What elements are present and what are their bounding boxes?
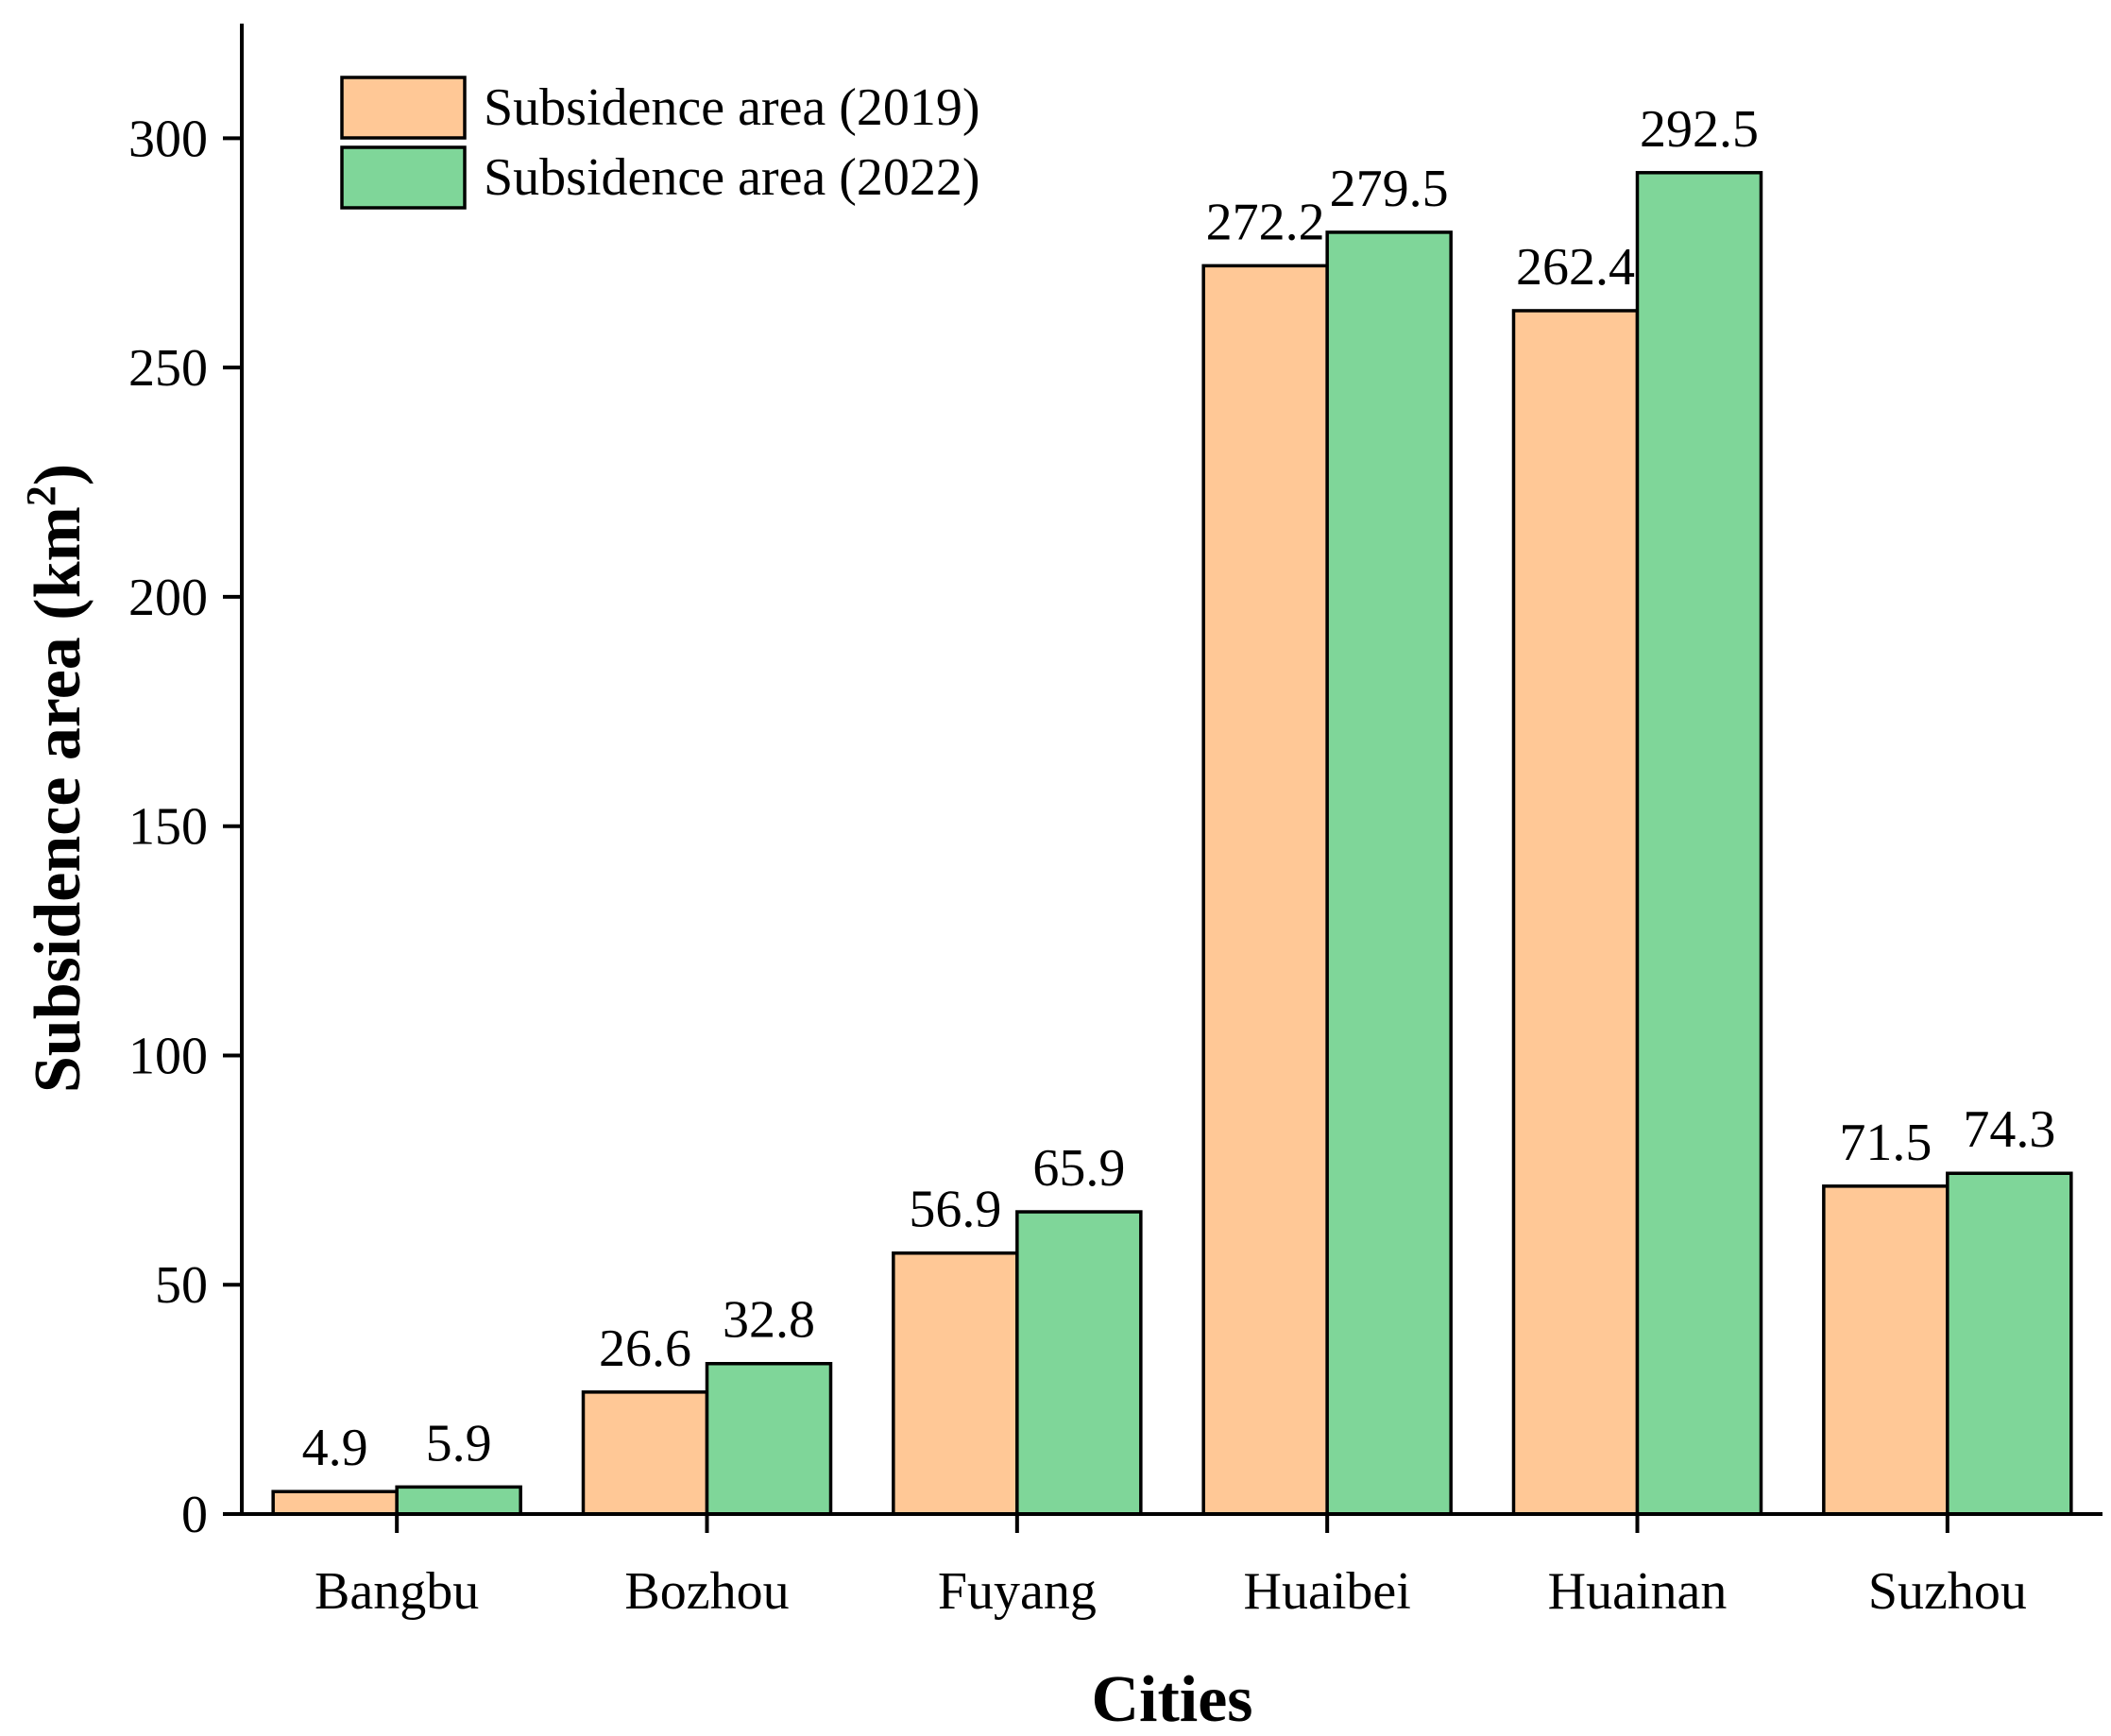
data-label-fuyang-2022: 65.9 (1032, 1139, 1125, 1198)
y-tick-label: 100 (128, 1027, 208, 1085)
data-label-huainan-2022: 292.5 (1640, 100, 1759, 159)
y-tick-label: 200 (128, 569, 208, 627)
y-tick-label: 50 (155, 1256, 208, 1315)
axes-layer (240, 24, 2102, 1516)
data-label-huaibei-2022: 279.5 (1330, 160, 1449, 218)
x-tick-label-fuyang: Fuyang (938, 1562, 1097, 1621)
data-label-bozhou-2022: 32.8 (723, 1291, 815, 1350)
bar-huainan-2019 (1511, 309, 1640, 1516)
y-tick-label: 250 (128, 339, 208, 398)
data-label-suzhou-2019: 71.5 (1839, 1114, 1932, 1172)
legend-label-2019: Subsidence area (2019) (484, 78, 980, 137)
legend: Subsidence area (2019) Subsidence area (2… (340, 76, 980, 210)
data-label-bangbu-2019: 4.9 (302, 1419, 368, 1477)
x-tick-label-bangbu: Bangbu (315, 1562, 479, 1621)
x-tick-label-suzhou: Suzhou (1868, 1562, 2027, 1621)
bar-bangbu-2019 (271, 1489, 399, 1516)
x-tick-label-huainan: Huainan (1548, 1562, 1728, 1621)
y-tick-label: 300 (128, 110, 208, 168)
data-label-bangbu-2022: 5.9 (426, 1414, 492, 1472)
legend-swatch-2022 (340, 145, 467, 210)
bar-bozhou-2022 (705, 1361, 833, 1516)
y-ticks-layer: 0 50 100 150 200 250 300 (128, 110, 242, 1544)
x-tick-label-bozhou: Bozhou (624, 1562, 789, 1621)
data-label-bozhou-2019: 26.6 (599, 1319, 691, 1378)
x-ticks-layer: Bangbu Bozhou Fuyang Huaibei Huainan Suzhou (315, 1514, 2027, 1621)
bar-huainan-2022 (1635, 171, 1763, 1516)
data-label-huaibei-2019: 272.2 (1206, 193, 1325, 251)
y-axis-title-superscript: 2 (18, 485, 64, 506)
legend-label-2022: Subsidence area (2022) (484, 148, 980, 207)
data-label-fuyang-2019: 56.9 (909, 1181, 1001, 1239)
legend-swatch-2019 (340, 76, 467, 140)
y-tick-label: 150 (128, 798, 208, 857)
data-label-suzhou-2022: 74.3 (1963, 1100, 2055, 1159)
data-label-huainan-2019: 262.4 (1516, 238, 1635, 297)
y-axis-title: Subsidence area (km2) (18, 464, 94, 1093)
y-axis-title-main: Subsidence area (km (22, 506, 94, 1093)
bar-bangbu-2022 (395, 1485, 522, 1516)
bar-huaibei-2022 (1325, 230, 1453, 1516)
bar-suzhou-2019 (1822, 1184, 1949, 1516)
x-axis-title: Cities (1091, 1663, 1252, 1736)
bar-fuyang-2022 (1015, 1210, 1143, 1516)
y-tick-label: 0 (181, 1486, 208, 1544)
x-tick-label-huaibei: Huaibei (1244, 1562, 1411, 1621)
bar-suzhou-2022 (1946, 1171, 2073, 1516)
bar-huaibei-2019 (1201, 264, 1329, 1516)
y-axis-title-close: ) (22, 464, 94, 485)
bar-fuyang-2019 (892, 1251, 1019, 1516)
bar-bozhou-2019 (581, 1390, 709, 1516)
bars-layer (271, 171, 2073, 1516)
